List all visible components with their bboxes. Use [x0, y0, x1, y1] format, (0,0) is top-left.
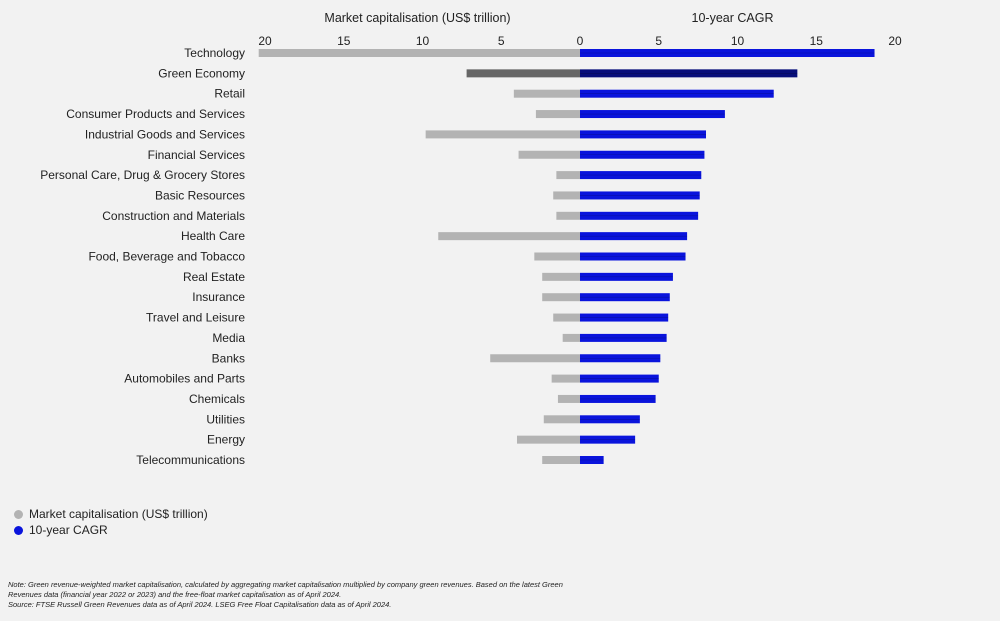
bar-cagr [580, 130, 706, 139]
bar-market-cap [557, 394, 580, 403]
category-label: Telecommunications [136, 453, 245, 467]
category-label: Travel and Leisure [146, 311, 245, 325]
left-tick-label: 10 [416, 34, 430, 48]
category-label: Insurance [192, 290, 245, 304]
category-label: Utilities [206, 412, 245, 426]
legend: Market capitalisation (US$ trillion) 10-… [14, 506, 208, 538]
legend-label-cagr: 10-year CAGR [29, 523, 108, 537]
category-label: Food, Beverage and Tobacco [88, 250, 245, 264]
left-axis-title: Market capitalisation (US$ trillion) [324, 11, 510, 25]
category-label: Chemicals [189, 392, 245, 406]
left-tick-label: 0 [577, 34, 584, 48]
note-line-2: Revenues data (financial year 2022 or 20… [8, 590, 342, 599]
category-label: Financial Services [148, 148, 245, 162]
note-line-1: Note: Green revenue-weighted market capi… [8, 580, 563, 589]
bar-cagr [580, 333, 667, 342]
bar-market-cap [466, 69, 580, 78]
bar-cagr [580, 272, 673, 281]
bar-cagr [580, 374, 659, 383]
footnotes: Note: Green revenue-weighted market capi… [8, 580, 668, 610]
bar-market-cap [513, 89, 580, 98]
bar-market-cap [551, 374, 580, 383]
left-tick-label: 5 [498, 34, 505, 48]
category-label: Green Economy [158, 66, 245, 80]
category-label: Real Estate [183, 270, 245, 284]
right-tick-label: 5 [655, 34, 662, 48]
legend-marker-cagr [14, 525, 23, 535]
bar-market-cap [425, 130, 580, 139]
bar-cagr [580, 252, 686, 261]
diverging-bar-chart: Market capitalisation (US$ trillion) 10-… [40, 11, 902, 467]
bar-market-cap [553, 191, 580, 200]
bar-cagr [580, 293, 670, 302]
bar-cagr [580, 354, 661, 363]
category-label: Construction and Materials [102, 209, 245, 223]
bar-market-cap [542, 293, 580, 302]
left-tick-label: 15 [337, 34, 351, 48]
left-tick-label: 20 [258, 34, 272, 48]
category-label: Personal Care, Drug & Grocery Stores [40, 168, 245, 182]
source-line: Source: FTSE Russell Green Revenues data… [8, 600, 392, 609]
legend-label-market-cap: Market capitalisation (US$ trillion) [29, 507, 208, 521]
category-label: Basic Resources [155, 188, 245, 202]
bar-cagr [580, 394, 656, 403]
bar-market-cap [535, 110, 580, 119]
bar-market-cap [518, 150, 580, 159]
category-label: Automobiles and Parts [124, 372, 245, 386]
bar-cagr [580, 110, 725, 119]
category-label: Retail [214, 87, 245, 101]
category-label: Banks [212, 351, 245, 365]
bar-cagr [580, 69, 798, 78]
bar-cagr [580, 171, 702, 180]
bar-cagr [580, 89, 774, 98]
legend-item-cagr: 10-year CAGR [14, 522, 208, 538]
category-label: Industrial Goods and Services [85, 127, 245, 141]
right-axis-title: 10-year CAGR [692, 11, 774, 25]
bar-cagr [580, 150, 705, 159]
bar-market-cap [556, 211, 580, 220]
bar-cagr [580, 415, 640, 424]
category-label: Energy [207, 433, 245, 447]
bar-market-cap [517, 435, 580, 444]
right-tick-label: 20 [888, 34, 902, 48]
legend-item-market-cap: Market capitalisation (US$ trillion) [14, 506, 208, 522]
category-label: Technology [184, 46, 245, 60]
bar-cagr [580, 191, 700, 200]
bar-market-cap [542, 272, 580, 281]
right-tick-label: 10 [731, 34, 745, 48]
legend-marker-market-cap [14, 509, 23, 519]
bar-market-cap [490, 354, 580, 363]
bar-cagr [580, 313, 669, 322]
category-label: Consumer Products and Services [66, 107, 245, 121]
bar-market-cap [562, 333, 580, 342]
bar-market-cap [556, 171, 580, 180]
bar-market-cap [534, 252, 580, 261]
category-label: Health Care [181, 229, 245, 243]
bar-market-cap [542, 456, 580, 464]
bar-cagr [580, 456, 604, 464]
bar-market-cap [553, 313, 580, 322]
right-tick-label: 15 [810, 34, 824, 48]
bar-market-cap [258, 49, 580, 57]
bar-cagr [580, 49, 875, 57]
bar-market-cap [543, 415, 580, 424]
bar-cagr [580, 232, 688, 241]
bar-cagr [580, 211, 699, 220]
bar-cagr [580, 435, 636, 444]
bar-market-cap [438, 232, 580, 241]
category-label: Media [212, 331, 245, 345]
